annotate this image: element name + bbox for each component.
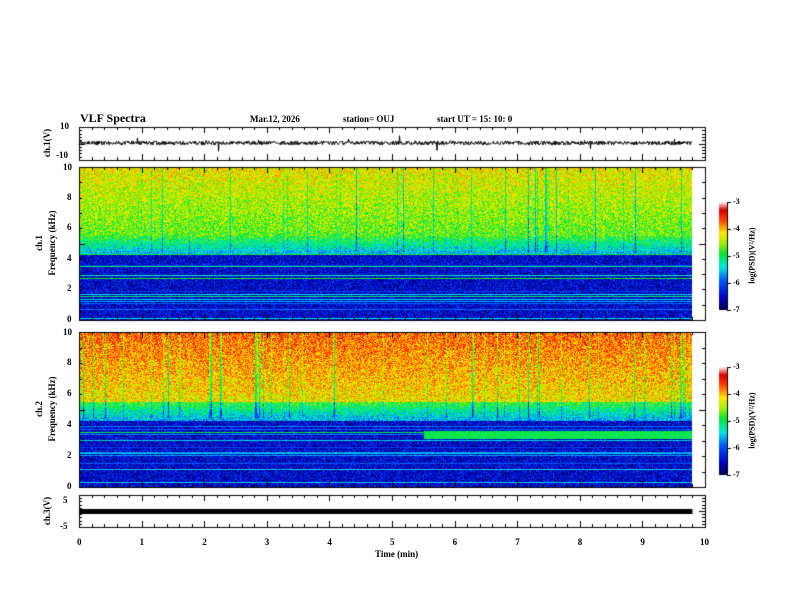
spec1-ylabel: Frequency (kHz) — [47, 210, 57, 276]
colorbar-tick: -4 — [733, 389, 740, 398]
colorbar-tick: -7 — [733, 470, 740, 479]
spectrogram-y-tick: 4 — [67, 252, 72, 263]
x-tick-label: 6 — [452, 537, 458, 547]
x-tick-label: 7 — [515, 537, 520, 547]
x-tick-label: 9 — [640, 537, 645, 547]
x-tick-label: 0 — [77, 537, 82, 547]
spectrogram-y-tick: 10 — [63, 162, 72, 172]
start-time-label: start UT = 15: 10: 0 — [437, 114, 513, 124]
colorbar1-label: log(PSD)(V²/Hz) — [747, 227, 757, 284]
spectrogram-y-tick: 2 — [67, 450, 72, 460]
x-axis-label: Time (min) — [375, 549, 419, 559]
colorbar-tick: -3 — [733, 197, 740, 206]
date-label: Mar.12, 2026 — [250, 114, 300, 124]
ch3-ytick: -5 — [60, 521, 68, 531]
colorbar-tick: -6 — [733, 278, 740, 287]
spectrogram-y-tick: 8 — [67, 357, 72, 367]
spectrogram-y-tick: 0 — [67, 314, 72, 324]
colorbar-tick: -5 — [733, 416, 740, 425]
ch3-ylabel: ch.3(V) — [42, 496, 52, 526]
spectrogram-y-tick: 10 — [63, 327, 72, 337]
colorbar-tick: -5 — [733, 251, 740, 260]
colorbar-tick: -7 — [733, 305, 740, 314]
x-tick-label: 5 — [390, 537, 395, 547]
x-tick-label: 1 — [139, 537, 145, 547]
colorbar-tick: -4 — [733, 224, 740, 233]
colorbar-tick: -3 — [733, 362, 740, 371]
figure-title: VLF Spectra — [80, 111, 146, 125]
spectrogram-y-tick: 2 — [67, 283, 72, 294]
colorbar2-label: log(PSD)(V²/Hz) — [747, 392, 757, 449]
x-tick-label: 10 — [700, 537, 709, 547]
colorbar-tick: -6 — [733, 443, 740, 452]
x-tick-label: 3 — [264, 537, 270, 547]
spectrogram-y-tick: 6 — [67, 388, 72, 398]
spectrogram-y-tick: 8 — [67, 191, 72, 202]
x-tick-label: 8 — [577, 537, 583, 547]
spec1-ylabel-top: ch.1 — [34, 235, 44, 251]
spectrogram-y-tick: 0 — [67, 481, 72, 491]
x-tick-label: 2 — [202, 537, 207, 547]
spectrogram-y-tick: 6 — [67, 222, 72, 233]
spectrogram-y-tick: 4 — [67, 419, 72, 429]
station-label: station= OUJ — [343, 114, 395, 124]
ch3-ytick: 5 — [63, 495, 68, 505]
x-tick-label: 4 — [327, 537, 332, 547]
ch1-ytick: -10 — [56, 150, 68, 160]
ch1-ytick: 10 — [60, 121, 69, 131]
